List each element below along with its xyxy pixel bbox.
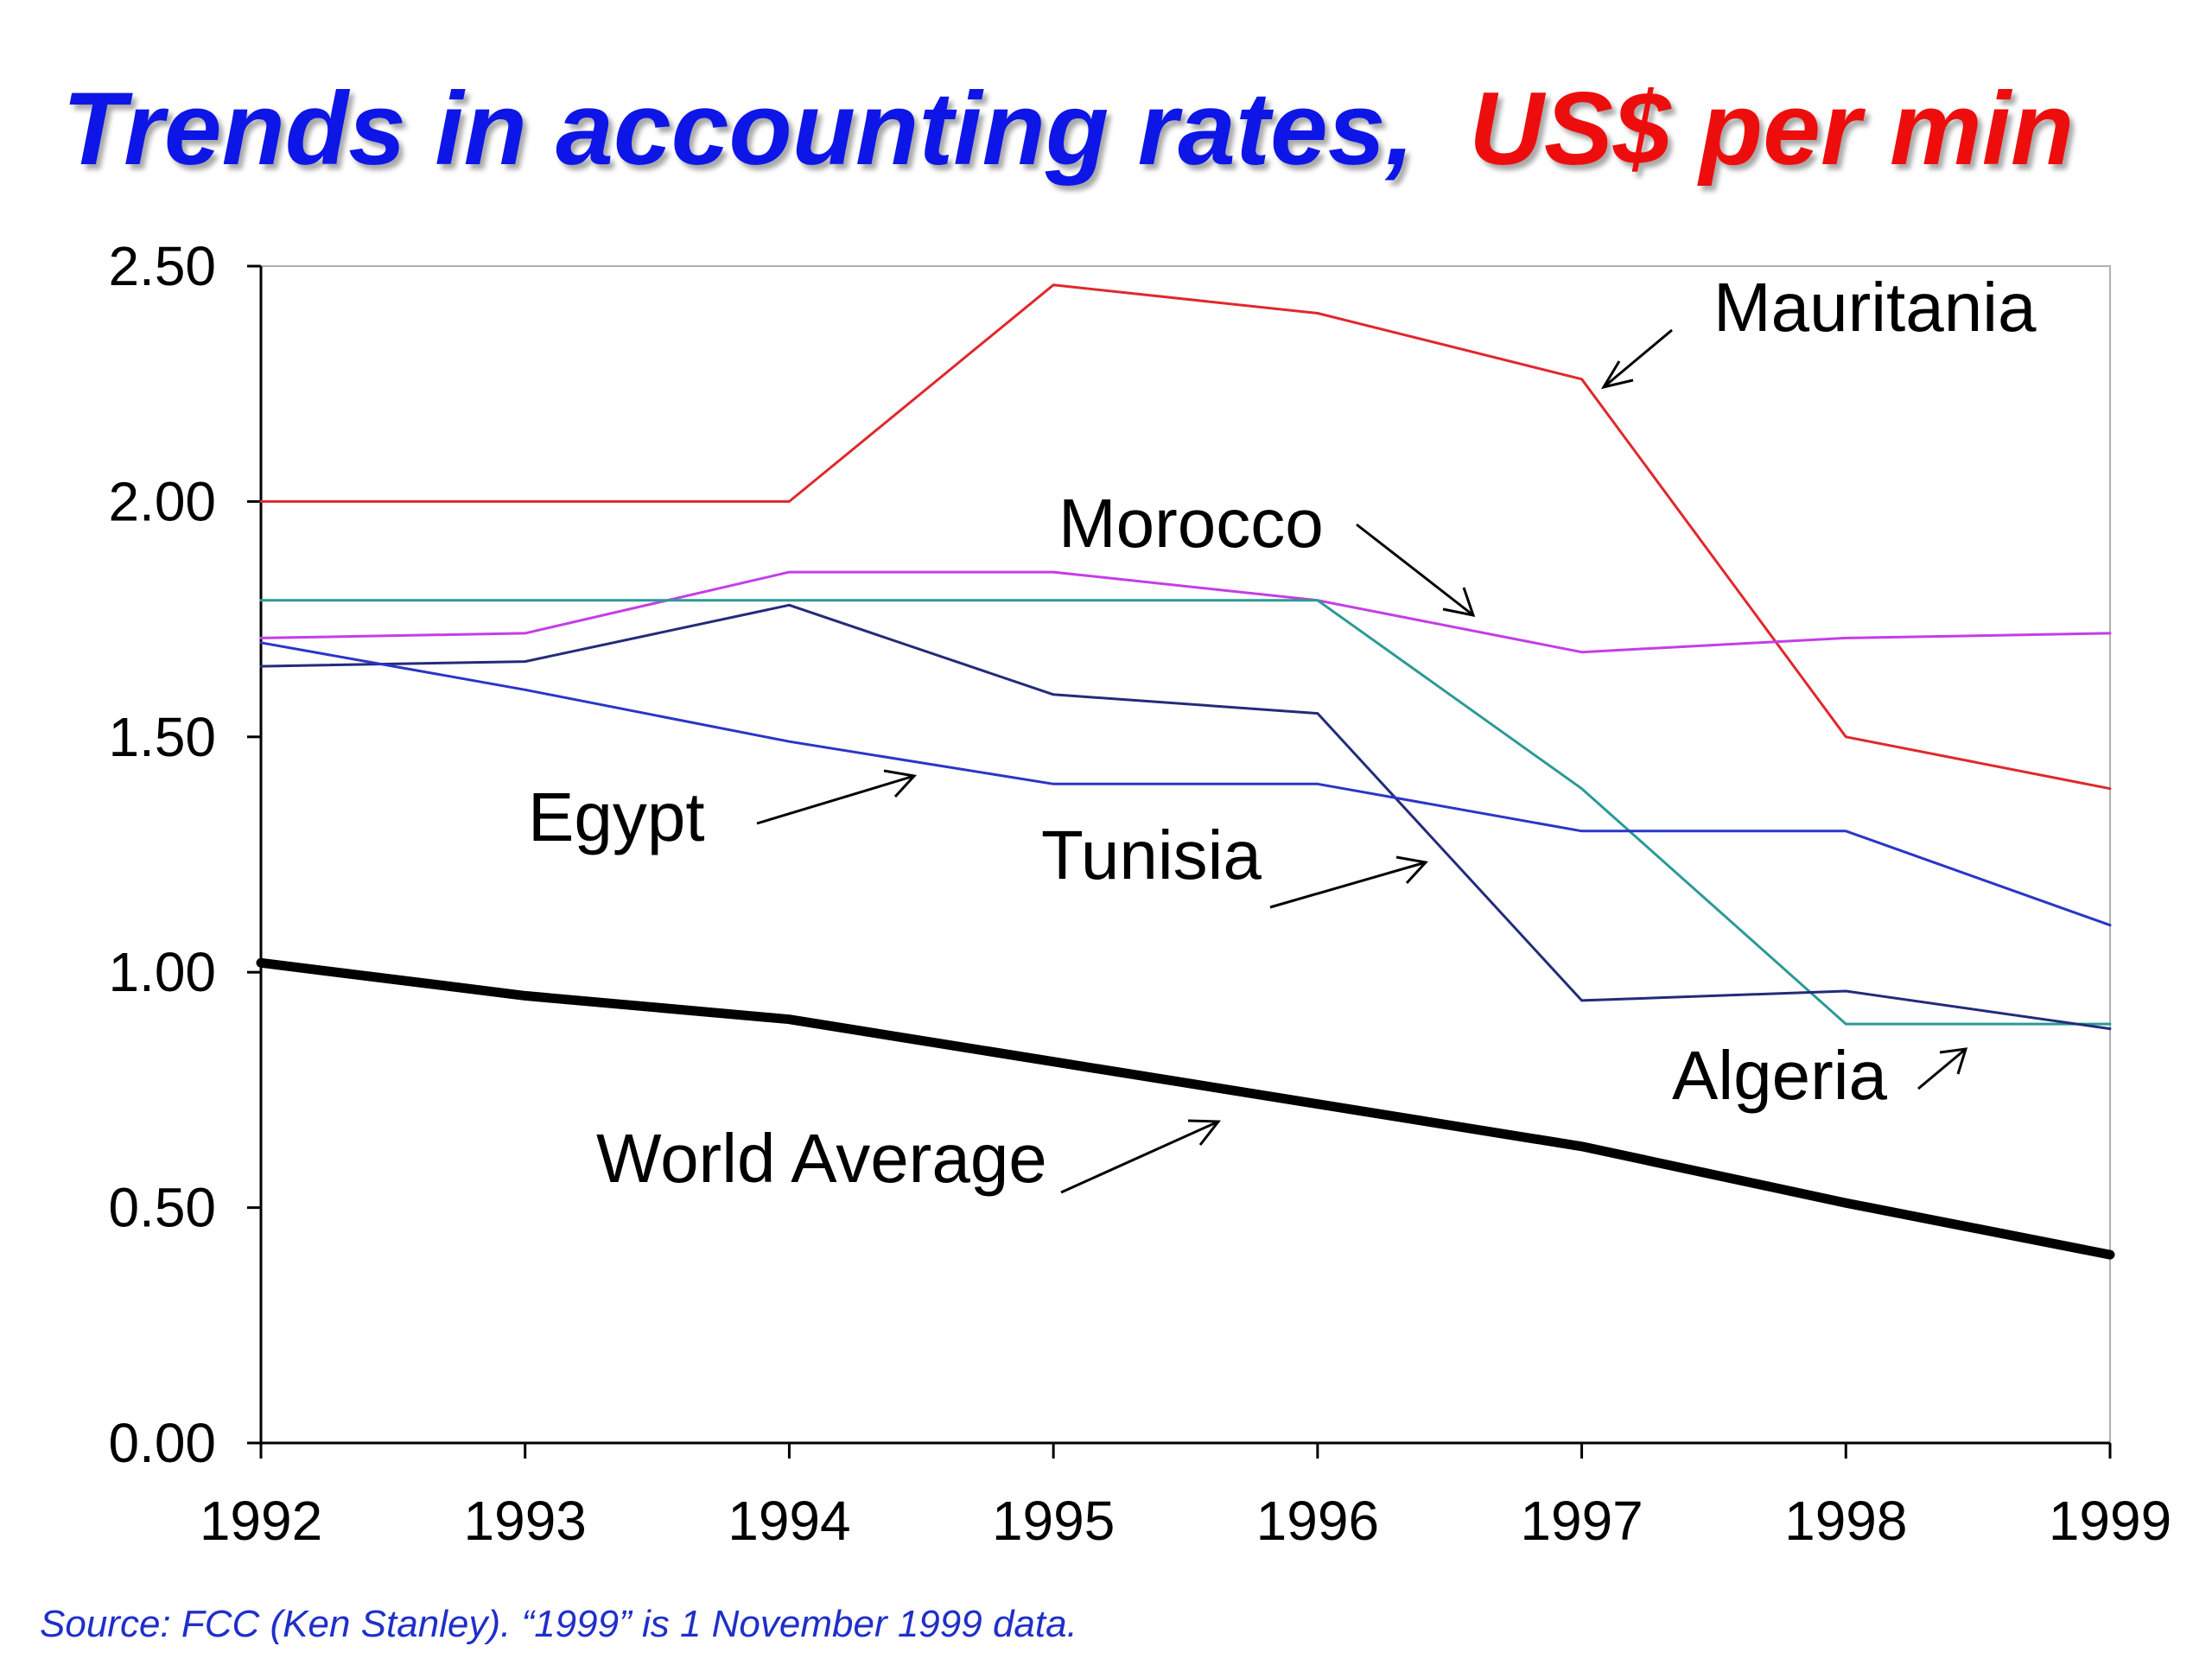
chart-title-part-units: US$ per min <box>1469 71 2074 187</box>
series-line-egypt <box>259 641 2112 927</box>
y-tick-label: 2.50 <box>108 235 216 297</box>
x-tick-label: 1996 <box>1256 1490 1379 1552</box>
annotation-egypt-arrow <box>756 769 917 825</box>
chart-title-part-main: Trends in accounting rates, <box>62 71 1414 187</box>
chart-title: Trends in accounting rates, US$ per min <box>62 71 2074 187</box>
y-tick-label: 1.50 <box>108 706 216 768</box>
annotation-morocco-label: Morocco <box>1058 485 1324 562</box>
annotation-algeria-label: Algeria <box>1672 1037 1888 1114</box>
annotation-mauritania-arrow <box>1600 328 1673 390</box>
x-tick-label: 1999 <box>2049 1490 2171 1552</box>
x-tick-label: 1994 <box>728 1490 850 1552</box>
annotation-world-average-arrow <box>1060 1119 1222 1194</box>
series-line-algeria <box>259 599 2112 1026</box>
annotation-mauritania-label: Mauritania <box>1713 269 2037 346</box>
y-tick-label: 0.00 <box>108 1412 216 1474</box>
annotation-tunisia-label: Tunisia <box>1041 817 1262 893</box>
y-tick-label: 1.00 <box>108 941 216 1003</box>
series-layer <box>256 283 2115 1260</box>
x-tick-label: 1997 <box>1520 1490 1643 1552</box>
annotation-morocco-arrow <box>1356 523 1476 617</box>
series-line-mauritania <box>259 283 2112 791</box>
annotation-world-average-label: World Average <box>596 1120 1047 1197</box>
x-tick-label: 1998 <box>1784 1490 1907 1552</box>
x-tick-label: 1992 <box>200 1490 322 1552</box>
annotation-algeria-arrow <box>1917 1047 1968 1090</box>
x-tick-label: 1993 <box>464 1490 587 1552</box>
series-line-world-average <box>256 957 2115 1260</box>
source-note: Source: FCC (Ken Stanley). “1999” is 1 N… <box>40 1603 1077 1645</box>
series-line-tunisia <box>259 603 2112 1031</box>
annotations: Mauritania Morocco Egypt Tunisia Algeria <box>528 269 2037 1197</box>
series-line-morocco <box>259 570 2112 654</box>
axes: 0.00 0.50 1.00 1.50 2.00 2.50 1992 1993 1994 1995… <box>108 235 2171 1552</box>
x-tick-label: 1995 <box>992 1490 1115 1552</box>
y-tick-label: 2.00 <box>108 470 216 532</box>
annotation-egypt-label: Egypt <box>528 779 705 855</box>
annotation-tunisia-arrow <box>1269 855 1428 909</box>
y-tick-label: 0.50 <box>108 1177 216 1239</box>
